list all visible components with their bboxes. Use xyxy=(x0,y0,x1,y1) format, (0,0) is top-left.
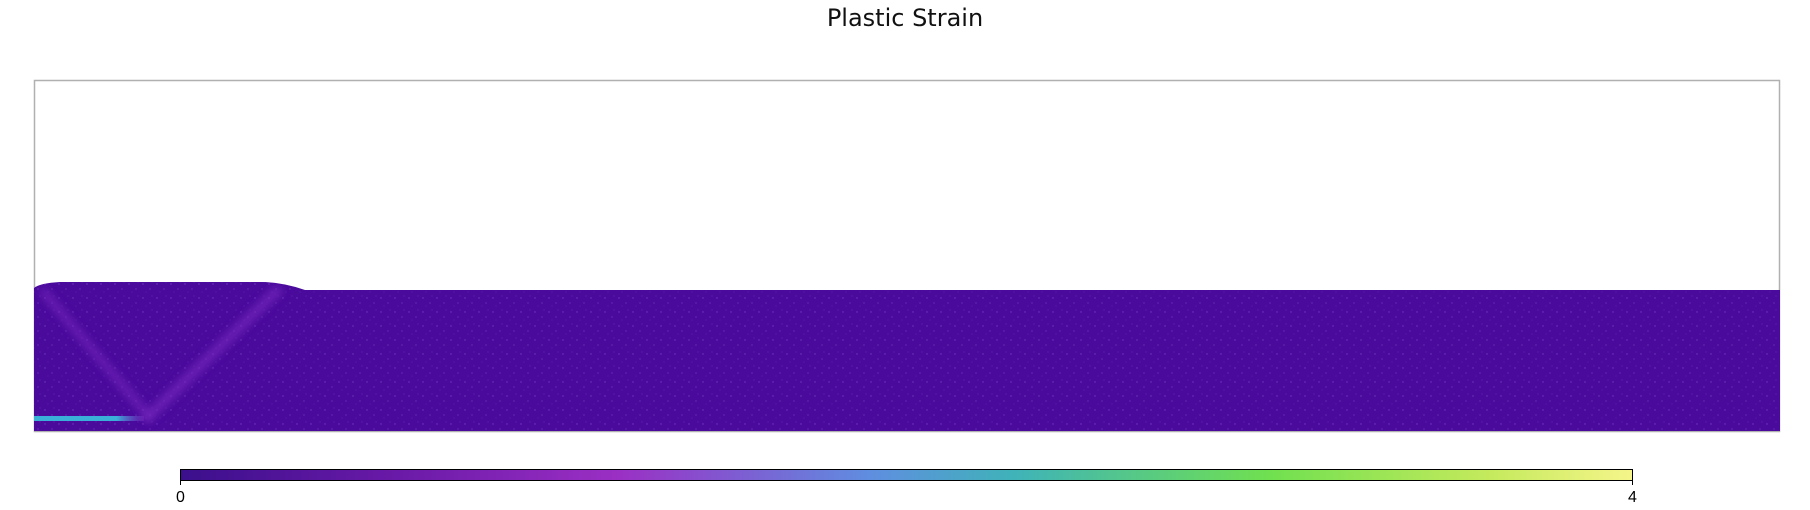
colorbar-tick-label-min: 0 xyxy=(176,489,185,506)
colorbar-tick-label-max: 4 xyxy=(1628,489,1637,506)
colorbar xyxy=(180,469,1633,481)
shear-band-right xyxy=(141,284,284,424)
material-domain xyxy=(34,282,1780,431)
shear-band-left xyxy=(38,287,154,421)
particle-speckle xyxy=(34,282,1780,431)
strain-layer-bottom-left xyxy=(34,416,144,421)
chart-title: Plastic Strain xyxy=(826,4,984,32)
